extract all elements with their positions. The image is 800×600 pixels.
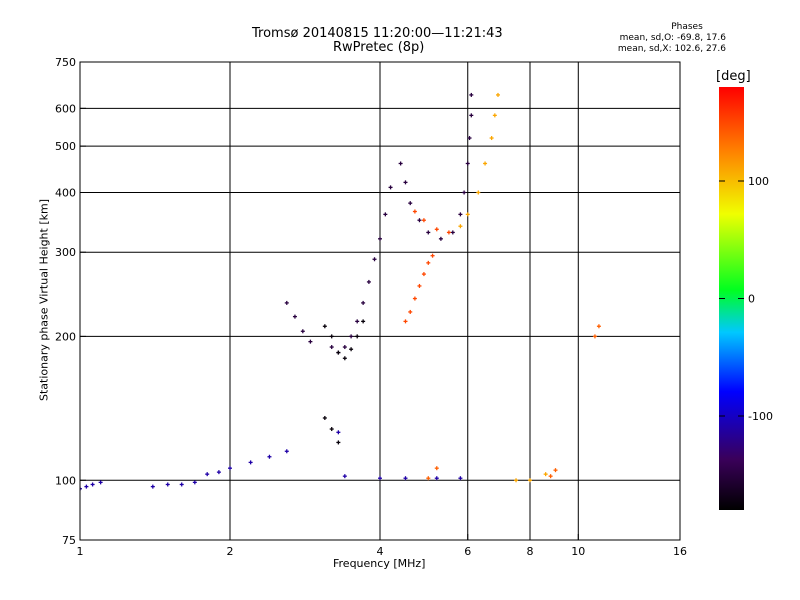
y-tick-label: 100	[55, 474, 76, 487]
x-tick-label: 10	[571, 545, 585, 558]
y-tick-label: 500	[55, 140, 76, 153]
phases-o-stats: mean, sd,O: -69.8, 17.6	[619, 33, 726, 43]
colorbar-tick-label: 0	[748, 293, 755, 306]
chart-title: Tromsø 20140815 11:20:00—11:21:43	[252, 26, 503, 41]
y-axis-label: Stationary phase Virtual Height [km]	[37, 198, 51, 402]
colorbar-label: [deg]	[716, 69, 751, 84]
colorbar-tick-label: 100	[748, 175, 769, 188]
data-points	[80, 92, 601, 491]
x-tick-label: 2	[227, 545, 234, 558]
colorbar-ticks: 100 0 -100	[719, 175, 773, 423]
x-tick-label: 1	[77, 545, 84, 558]
y-tick-label: 600	[55, 102, 76, 115]
y-tick-label: 300	[55, 246, 76, 259]
grid-lines	[80, 62, 680, 540]
x-tick-label: 16	[673, 545, 687, 558]
colorbar-tick-label: -100	[748, 410, 773, 423]
x-tick-label: 4	[377, 545, 384, 558]
y-tick-label: 750	[55, 56, 76, 69]
x-tick-label: 6	[464, 545, 471, 558]
x-tick-label: 8	[527, 545, 534, 558]
y-tick-label: 400	[55, 186, 76, 199]
phases-summary: Phases mean, sd,O: -69.8, 17.6 mean, sd,…	[608, 22, 726, 55]
y-axis-ticks: 75 100 200 300 400 500 600 750	[55, 56, 86, 547]
phases-x-stats: mean, sd,X: 102.6, 27.6	[617, 44, 726, 54]
chart-subtitle: RwPretec (8p)	[333, 40, 425, 55]
phases-heading: Phases	[671, 22, 703, 32]
y-tick-label: 200	[55, 330, 76, 343]
x-axis-ticks: 1 2 4 6 8 10 16	[77, 534, 687, 558]
x-axis-label: Frequency [MHz]	[333, 557, 426, 570]
y-tick-label: 75	[62, 534, 76, 547]
